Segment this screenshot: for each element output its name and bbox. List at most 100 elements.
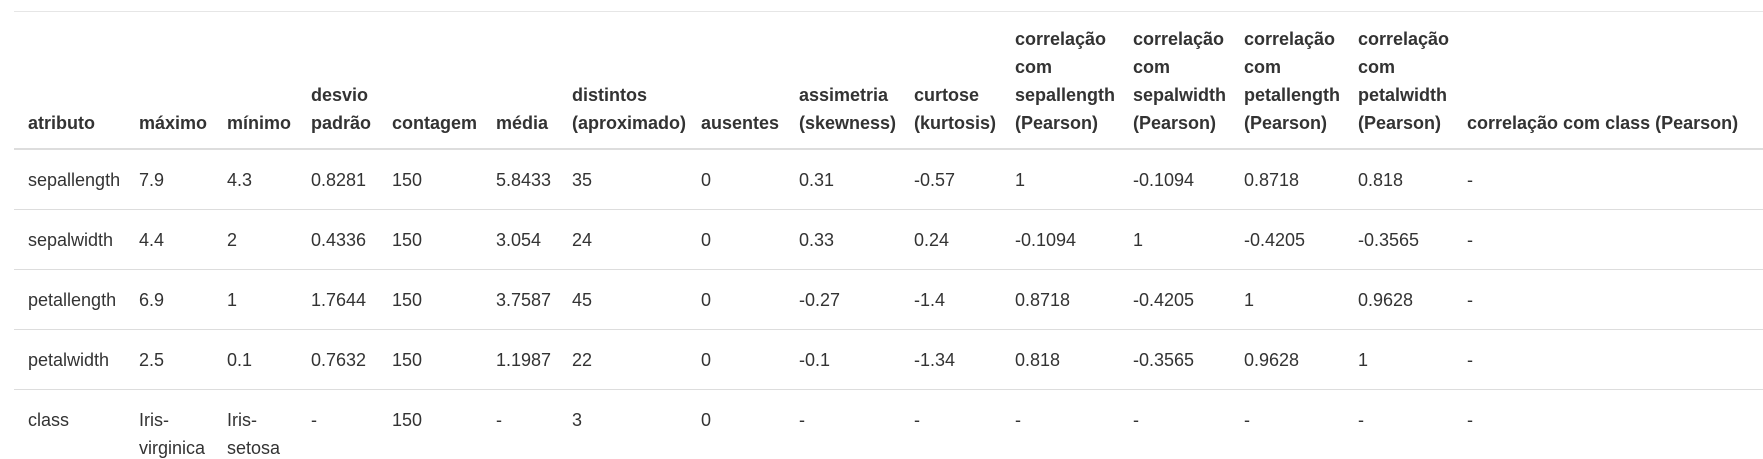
table-cell: 0 [687,269,785,330]
table-cell: -0.3565 [1344,209,1453,270]
table-cell: 0.7632 [297,329,378,390]
table-cell: - [1358,410,1364,430]
table-cell: 0.33 [785,209,900,270]
header-row: atributo máximo mínimo desvio padrão contage… [14,12,1763,150]
table-cell: 4.4 [125,209,213,270]
table-cell: 2 [213,209,297,270]
table-row: petalwidth 2.5 0.1 0.7632 150 1.1987 22 0 -0.1 -1… [14,329,1763,390]
table-cell: 0.818 [1344,149,1453,210]
table-cell: 1 [1230,269,1344,330]
table-cell: 45 [558,269,687,330]
attribute-name-cell: class [28,410,70,430]
table-cell: 0 [687,329,785,390]
column-header: curtose (kurtosis) [900,12,1001,150]
table-cell: -0.1094 [1001,209,1119,270]
table-row: sepalwidth 4.4 2 0.4336 150 3.054 24 0 0.33 0.24-… [14,209,1763,270]
column-header: correlação com petalwidth (Pearson) [1344,12,1453,150]
column-header: mínimo [213,12,297,150]
table-cell: 150 [378,149,482,210]
table-cell: 22 [558,329,687,390]
table-cell: -1.34 [900,329,1001,390]
column-header: assimetria (skewness) [785,12,900,150]
table-cell: - [1453,269,1763,330]
table-cell: 7.9 [125,149,213,210]
table-cell: 150 [392,410,423,430]
table-cell: - [1453,149,1763,210]
attribute-name-cell: sepalwidth [14,209,125,270]
table-cell: 0 [687,149,785,210]
top-divider [14,11,1763,12]
column-header: atributo [14,12,125,150]
table-cell: 1 [1001,149,1119,210]
column-header: desvio padrão [297,12,378,150]
table-cell: 0.8718 [1001,269,1119,330]
table-cell: - [1133,410,1139,430]
table-header: atributo máximo mínimo desvio padrão contage… [14,12,1763,150]
table-cell: Iris-virginica [139,410,206,458]
table-cell: - [496,410,502,430]
table-cell: 3.7587 [482,269,558,330]
column-header: correlação com sepallength (Pearson) [1001,12,1119,150]
table-cell: -0.1 [785,329,900,390]
table-cell: - [1467,410,1473,430]
table-cell: 0 [687,209,785,270]
table-cell: - [1453,329,1763,390]
table-cell: 0.8718 [1230,149,1344,210]
table-cell: 150 [378,269,482,330]
table-cell: 3 [572,410,583,430]
table-cell: Iris-setosa [227,410,281,458]
attribute-name-cell: petallength [14,269,125,330]
table-cell: 0.4336 [297,209,378,270]
column-header: máximo [125,12,213,150]
column-header: correlação com petallength (Pearson) [1230,12,1344,150]
table-cell: 0.31 [785,149,900,210]
column-header: distintos (aproximado) [558,12,687,150]
table-cell: 3.054 [482,209,558,270]
table-cell: 35 [558,149,687,210]
table-body: sepallength 7.9 4.3 0.8281 150 5.8433 35 0 0.31-… [14,149,1763,459]
attribute-name-cell: sepallength [14,149,125,210]
table-cell: 1.1987 [482,329,558,390]
table-cell: - [311,410,317,430]
table-cell: -1.4 [900,269,1001,330]
table-cell: -0.57 [900,149,1001,210]
table-cell: 150 [378,329,482,390]
table-cell: 1 [213,269,297,330]
table-row: sepallength 7.9 4.3 0.8281 150 5.8433 35 0 0.31-… [14,149,1763,210]
table-cell: 1.7644 [297,269,378,330]
table-cell: 1 [1344,329,1453,390]
table-cell: 0.8281 [297,149,378,210]
table-cell: 24 [558,209,687,270]
table-cell: 0.24 [900,209,1001,270]
table-cell: 0.9628 [1230,329,1344,390]
column-header: correlação com sepalwidth (Pearson) [1119,12,1230,150]
table-cell: -0.3565 [1119,329,1230,390]
table-cell: 0.1 [213,329,297,390]
attribute-name-cell: petalwidth [14,329,125,390]
table-cell: 2.5 [125,329,213,390]
table-cell: - [914,410,920,430]
table-cell: 0.9628 [1344,269,1453,330]
table-cell: 4.3 [213,149,297,210]
table-cell: -0.27 [785,269,900,330]
table-cell: -0.4205 [1119,269,1230,330]
table-cell: 5.8433 [482,149,558,210]
attribute-statistics-table: atributo máximo mínimo desvio padrão contage… [14,12,1763,459]
column-header: correlação com class (Pearson) [1453,12,1763,150]
table-cell: 0 [701,410,712,430]
table-cell: 1 [1119,209,1230,270]
column-header: média [482,12,558,150]
table-cell: 6.9 [125,269,213,330]
table-cell: - [1453,209,1763,270]
table-row: class Iris-virginica Iris-setosa - 150 - 3 0 - - -… [14,390,1763,459]
table-row: petallength 6.9 1 1.7644 150 3.7587 45 0 -0.27 -1… [14,269,1763,330]
table-cell: - [1015,410,1021,430]
column-header: ausentes [687,12,785,150]
table-cell: -0.1094 [1119,149,1230,210]
table-cell: 0.818 [1001,329,1119,390]
table-cell: - [799,410,805,430]
column-header: contagem [378,12,482,150]
table-cell: -0.4205 [1230,209,1344,270]
table-cell: - [1244,410,1250,430]
